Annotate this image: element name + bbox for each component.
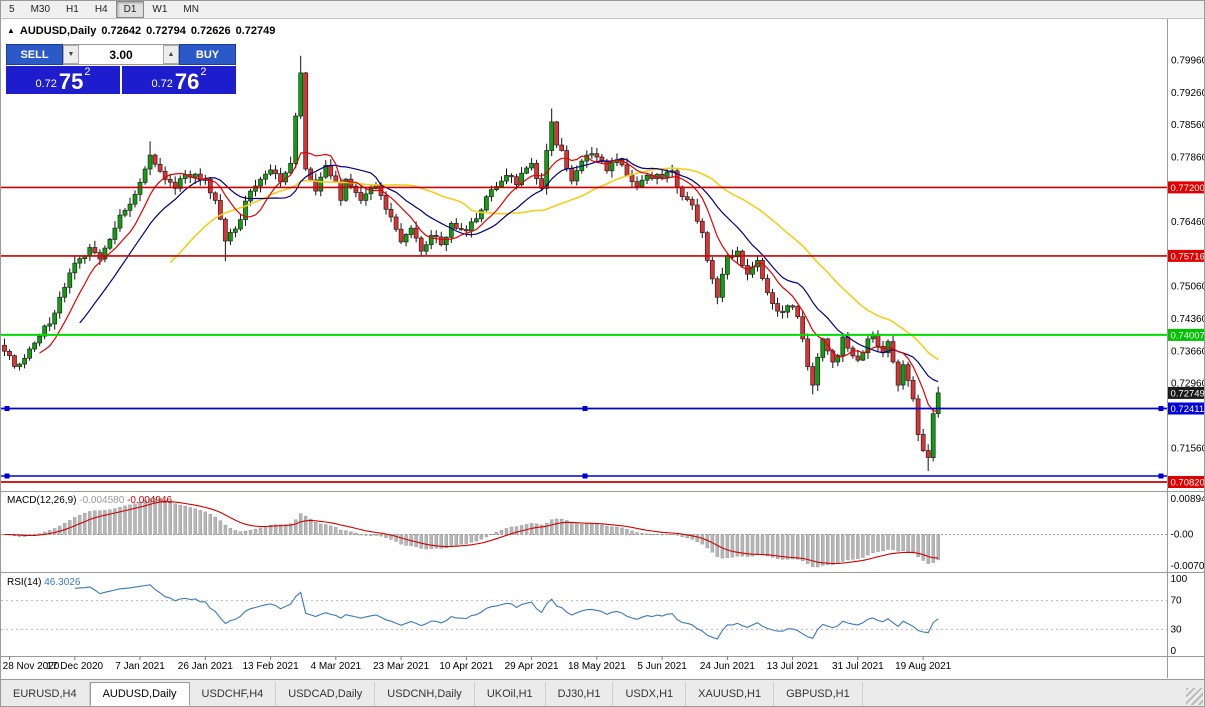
svg-text:0.79960: 0.79960 [1171, 56, 1205, 67]
svg-text:24 Jun 2021: 24 Jun 2021 [700, 661, 755, 672]
svg-text:30: 30 [1171, 624, 1183, 635]
svg-text:13 Feb 2021: 13 Feb 2021 [242, 661, 299, 672]
svg-text:70: 70 [1171, 596, 1183, 607]
chart-tabs-bar: EURUSD,H4 AUDUSD,Daily USDCHF,H4 USDCAD,Dai… [1, 679, 1204, 706]
chart-tab-xauusd-h1[interactable]: XAUUSD,H1 [686, 682, 775, 706]
svg-text:0.008940: 0.008940 [1171, 494, 1205, 505]
svg-text:18 May 2021: 18 May 2021 [568, 661, 626, 672]
panel-dividers [1, 19, 1204, 678]
indicator-labels: MACD(12,26,9) -0.004580 -0.004946 RSI(14)… [7, 495, 173, 588]
svg-text:0.74360: 0.74360 [1171, 314, 1205, 325]
svg-text:0.77200: 0.77200 [1171, 183, 1205, 194]
volume-control: ▼ ▲ [63, 44, 179, 65]
svg-text:31 Jul 2021: 31 Jul 2021 [832, 661, 884, 672]
svg-text:100: 100 [1171, 574, 1188, 585]
quote-close: 0.72749 [235, 25, 276, 37]
timeframe-button-mn[interactable]: MN [175, 1, 207, 18]
chart-tab-usdchf-h4[interactable]: USDCHF,H4 [190, 682, 277, 706]
timeframe-button-m30[interactable]: M30 [23, 1, 58, 18]
sell-price-pipette: 2 [84, 66, 91, 78]
macd-label: MACD(12,26,9) -0.004580 -0.004946 [7, 495, 173, 506]
chart-tab-usdx-h1[interactable]: USDX,H1 [613, 682, 687, 706]
svg-text:29 Apr 2021: 29 Apr 2021 [505, 661, 559, 672]
buy-button[interactable]: BUY [179, 44, 236, 65]
timeframe-toolbar: 5 M30 H1 H4 D1 W1 MN [1, 1, 1204, 19]
svg-text:0.74007: 0.74007 [1171, 330, 1205, 341]
sell-button[interactable]: SELL [6, 44, 63, 65]
chart-tab-usdcad-daily[interactable]: USDCAD,Daily [276, 682, 376, 706]
svg-text:0.76460: 0.76460 [1171, 217, 1205, 228]
timeframe-button-h1[interactable]: H1 [58, 1, 87, 18]
chart-area: 0.79960 0.79260 0.78560 0.77860 0.76460 0.750… [1, 19, 1205, 681]
svg-text:10 Apr 2021: 10 Apr 2021 [439, 661, 493, 672]
svg-text:0.70820: 0.70820 [1171, 477, 1205, 488]
svg-text:0.75060: 0.75060 [1171, 282, 1205, 293]
volume-input[interactable] [79, 45, 163, 64]
quote-low: 0.72626 [190, 25, 231, 37]
svg-text:5 Jun 2021: 5 Jun 2021 [637, 661, 687, 672]
svg-text:0: 0 [1171, 646, 1177, 657]
sell-price[interactable]: 0.72 75 2 [6, 66, 120, 94]
svg-text:26 Jan 2021: 26 Jan 2021 [178, 661, 233, 672]
timeframe-button-w1[interactable]: W1 [144, 1, 175, 18]
svg-text:0.73660: 0.73660 [1171, 346, 1205, 357]
svg-text:-0.00: -0.00 [1171, 529, 1194, 540]
chart-tab-gbpusd-h1[interactable]: GBPUSD,H1 [774, 682, 863, 706]
buy-price[interactable]: 0.72 76 2 [122, 66, 236, 94]
horizontal-level-lines[interactable] [1, 186, 1168, 483]
chart-tab-ukoil-h1[interactable]: UKOil,H1 [475, 682, 546, 706]
chart-tab-usdcnh-daily[interactable]: USDCNH,Daily [375, 682, 475, 706]
svg-text:0.72411: 0.72411 [1171, 404, 1205, 415]
svg-text:19 Aug 2021: 19 Aug 2021 [895, 661, 952, 672]
svg-text:0.77860: 0.77860 [1171, 152, 1205, 163]
rsi-label: RSI(14) 46.3026 [7, 577, 81, 588]
price-axis[interactable]: 0.79960 0.79260 0.78560 0.77860 0.76460 0.750… [1168, 56, 1205, 658]
resize-grip[interactable] [1186, 688, 1203, 705]
volume-decrease-button[interactable]: ▼ [63, 45, 79, 64]
svg-text:0.78560: 0.78560 [1171, 120, 1205, 131]
quote-high: 0.72794 [146, 25, 186, 37]
candlestick-series [2, 55, 941, 471]
quote-open: 0.72642 [101, 25, 142, 37]
sell-price-big: 75 [58, 69, 84, 95]
buy-price-big: 76 [174, 69, 200, 95]
svg-text:4 Mar 2021: 4 Mar 2021 [311, 661, 362, 672]
svg-text:17 Dec 2020: 17 Dec 2020 [46, 661, 103, 672]
chart-tab-eurusd-h4[interactable]: EURUSD,H4 [1, 682, 90, 706]
macd-panel [1, 497, 1168, 568]
buy-price-small: 0.72 [151, 78, 173, 90]
volume-increase-button[interactable]: ▲ [163, 45, 179, 64]
timeframe-button-5[interactable]: 5 [1, 1, 23, 18]
svg-text:0.72749: 0.72749 [1171, 388, 1205, 399]
svg-text:0.75716: 0.75716 [1171, 251, 1205, 262]
svg-text:7 Jan 2021: 7 Jan 2021 [115, 661, 165, 672]
chart-tab-audusd-daily[interactable]: AUDUSD,Daily [89, 682, 190, 706]
svg-text:23 Mar 2021: 23 Mar 2021 [373, 661, 430, 672]
chart-tab-dj30-h1[interactable]: DJ30,H1 [546, 682, 614, 706]
sell-price-small: 0.72 [35, 78, 57, 90]
svg-text:0.79260: 0.79260 [1171, 88, 1205, 99]
symbol-period-label: AUDUSD,Daily [19, 25, 97, 37]
svg-text:0.72960: 0.72960 [1171, 379, 1205, 390]
svg-text:0.71560: 0.71560 [1171, 443, 1205, 454]
moving-averages [39, 151, 939, 413]
rsi-panel [1, 584, 1168, 640]
quote-header: ▲ AUDUSD,Daily 0.72642 0.72794 0.72626 0… [7, 25, 275, 37]
svg-text:28 Nov 2020: 28 Nov 2020 [3, 661, 60, 672]
buy-price-pipette: 2 [200, 66, 207, 78]
timeframe-button-d1[interactable]: D1 [115, 1, 145, 18]
price-chart[interactable]: 0.79960 0.79260 0.78560 0.77860 0.76460 0.750… [1, 19, 1205, 681]
timeframe-button-h4[interactable]: H4 [87, 1, 116, 18]
arrow-up-icon: ▲ [7, 26, 15, 35]
svg-text:13 Jul 2021: 13 Jul 2021 [767, 661, 819, 672]
